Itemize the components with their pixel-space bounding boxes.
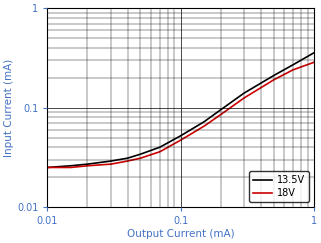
18V bbox=[242, 96, 246, 99]
13.5V bbox=[126, 157, 129, 160]
18V bbox=[126, 160, 129, 163]
Line: 18V: 18V bbox=[47, 62, 314, 167]
Line: 13.5V: 13.5V bbox=[47, 53, 314, 167]
18V bbox=[312, 61, 316, 64]
13.5V bbox=[45, 166, 49, 169]
18V bbox=[178, 139, 182, 142]
18V bbox=[158, 150, 162, 153]
13.5V bbox=[178, 134, 182, 137]
13.5V bbox=[85, 163, 89, 165]
18V bbox=[272, 78, 276, 81]
13.5V bbox=[69, 164, 73, 167]
13.5V bbox=[109, 160, 113, 163]
18V bbox=[45, 166, 49, 169]
13.5V bbox=[202, 120, 206, 123]
13.5V bbox=[219, 108, 222, 111]
13.5V bbox=[312, 52, 316, 54]
Y-axis label: Input Current (mA): Input Current (mA) bbox=[4, 59, 14, 157]
13.5V bbox=[139, 153, 143, 156]
18V bbox=[291, 68, 295, 71]
13.5V bbox=[242, 92, 246, 95]
18V bbox=[202, 125, 206, 128]
13.5V bbox=[158, 146, 162, 149]
13.5V bbox=[291, 63, 295, 66]
18V bbox=[69, 166, 73, 169]
13.5V bbox=[272, 74, 276, 77]
Legend: 13.5V, 18V: 13.5V, 18V bbox=[249, 172, 309, 202]
18V bbox=[85, 164, 89, 167]
X-axis label: Output Current (mA): Output Current (mA) bbox=[127, 229, 234, 239]
18V bbox=[219, 113, 222, 116]
18V bbox=[109, 163, 113, 165]
18V bbox=[139, 157, 143, 160]
